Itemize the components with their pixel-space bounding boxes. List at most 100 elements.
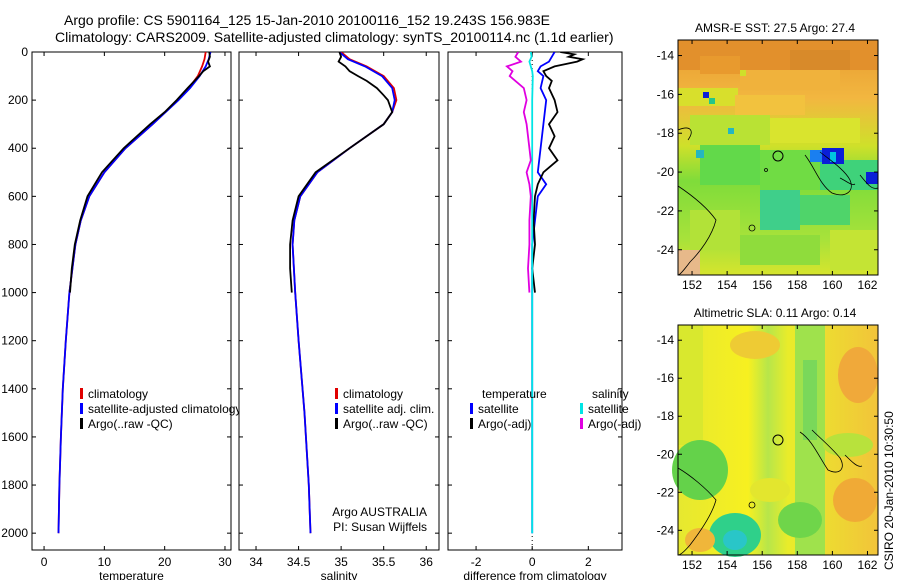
y-tick-label: 800	[8, 237, 28, 251]
x-tick-label: 36	[420, 555, 434, 569]
y-tick-label: 200	[8, 93, 28, 107]
map-y-tick-label: -24	[657, 523, 675, 537]
y-tick-label: 1000	[1, 286, 28, 300]
legend-label: Argo(-adj)	[588, 417, 641, 431]
legend-label: Argo(..raw -QC)	[343, 417, 428, 431]
legend-heading: salinity	[592, 387, 629, 401]
map-x-tick-label: 152	[682, 558, 702, 572]
legend-label: climatology	[343, 387, 403, 401]
x-tick-label: 0	[41, 555, 48, 569]
sla-coastline	[677, 429, 863, 556]
x-tick-label: 30	[218, 555, 232, 569]
map-x-tick-label: 162	[857, 278, 877, 292]
x-tick-label: 20	[158, 555, 172, 569]
series-line-salinity-argo-adj-	[505, 52, 532, 293]
legend-swatch	[470, 418, 473, 429]
header-line-2: Climatology: CARS2009. Satellite-adjuste…	[55, 29, 614, 45]
map-y-tick-label: -20	[657, 165, 675, 179]
legend-label: satellite adj. clim.	[343, 402, 434, 416]
sla-map-ticks: 152 154 156 158 160 162 -14 -16 -18 -20 -22 -24	[657, 325, 878, 572]
y-tick-label: 2000	[1, 526, 28, 540]
map-x-tick-label: 156	[752, 278, 772, 292]
annotation-text: Argo AUSTRALIA	[332, 505, 427, 519]
legend-swatch	[335, 403, 338, 414]
map-y-tick-label: -14	[657, 333, 675, 347]
series-line-temperature-argo-adj-	[531, 52, 586, 293]
map-x-tick-label: 160	[822, 278, 842, 292]
map-x-tick-label: 154	[717, 278, 737, 292]
sst-map: AMSR-E SST: 27.5 Argo: 27.4	[657, 21, 879, 292]
salinity-panel: 34 34.5 35 35.5 36 salinity climatologysatelli…	[238, 51, 440, 580]
sst-coastline	[677, 127, 879, 276]
map-x-tick-label: 158	[787, 558, 807, 572]
x-tick-label: 10	[98, 555, 112, 569]
legend-swatch	[580, 418, 583, 429]
sst-map-ticks: 152 154 156 158 160 162 -14 -16 -18 -20 -22 -24	[657, 40, 878, 292]
y-tick-label: 600	[8, 189, 28, 203]
sst-map-title: AMSR-E SST: 27.5 Argo: 27.4	[695, 21, 855, 35]
sst-field	[678, 40, 878, 275]
side-label: CSIRO 20-Jan-2010 10:30:50	[882, 411, 896, 570]
legend-swatch	[335, 388, 338, 399]
legend-heading: temperature	[482, 387, 547, 401]
legend-label: satellite	[478, 402, 519, 416]
annotation-text: PI: Susan Wijffels	[333, 520, 427, 534]
x-axis-label: salinity	[321, 569, 358, 580]
y-tick-label: 1600	[1, 430, 28, 444]
map-x-tick-label: 156	[752, 558, 772, 572]
map-y-tick-label: -22	[657, 204, 675, 218]
series-line-argo-raw-qc-	[289, 52, 394, 293]
x-tick-label: 35	[334, 555, 348, 569]
map-x-tick-label: 158	[787, 278, 807, 292]
legend-swatch	[80, 403, 83, 414]
legend-label: Argo(-adj)	[478, 417, 531, 431]
sla-map-frame	[677, 324, 879, 556]
difference-frame	[447, 51, 623, 551]
map-y-tick-label: -16	[657, 87, 675, 101]
legend-label: Argo(..raw -QC)	[88, 417, 173, 431]
legend-swatch	[335, 418, 338, 429]
temperature-frame	[31, 51, 232, 551]
map-y-tick-label: -22	[657, 485, 675, 499]
y-tick-label: 1200	[1, 334, 28, 348]
salinity-frame	[238, 51, 440, 551]
sst-float-marker	[772, 150, 784, 162]
map-x-tick-label: 162	[857, 558, 877, 572]
series-line-salinity-satellite	[528, 52, 534, 534]
map-y-tick-label: -20	[657, 447, 675, 461]
legend-swatch	[80, 388, 83, 399]
map-y-tick-label: -16	[657, 371, 675, 385]
map-y-tick-label: -14	[657, 49, 675, 63]
map-x-tick-label: 154	[717, 558, 737, 572]
x-tick-label: 34.5	[287, 555, 311, 569]
x-tick-label: 35.5	[372, 555, 396, 569]
y-tick-label: 400	[8, 141, 28, 155]
x-tick-label: 2	[585, 555, 592, 569]
legend-label: climatology	[88, 387, 148, 401]
y-tick-label: 1400	[1, 382, 28, 396]
x-axis-label: difference from climatology	[463, 569, 606, 580]
x-tick-label: 0	[529, 555, 536, 569]
series-line-argo-raw-qc-	[69, 52, 211, 293]
y-tick-label: 0	[21, 45, 28, 59]
temperature-series	[57, 52, 212, 534]
y-tick-label: 1800	[1, 478, 28, 492]
map-y-tick-label: -18	[657, 409, 675, 423]
map-x-tick-label: 160	[822, 558, 842, 572]
salinity-series	[289, 52, 398, 534]
sla-float-marker	[772, 434, 784, 446]
sla-map-title: Altimetric SLA: 0.11 Argo: 0.14	[694, 306, 857, 320]
sla-field	[672, 325, 878, 557]
legend-swatch	[80, 418, 83, 429]
legend-swatch	[580, 403, 583, 414]
x-axis-label: temperature	[99, 569, 164, 580]
sla-map: Altimetric SLA: 0.11 Argo: 0.14 152 154 15…	[657, 306, 879, 572]
legend-swatch	[470, 403, 473, 414]
map-x-tick-label: 152	[682, 278, 702, 292]
map-y-tick-label: -18	[657, 126, 675, 140]
x-tick-label: -2	[471, 555, 482, 569]
map-y-tick-label: -24	[657, 243, 675, 257]
legend-label: satellite	[588, 402, 629, 416]
